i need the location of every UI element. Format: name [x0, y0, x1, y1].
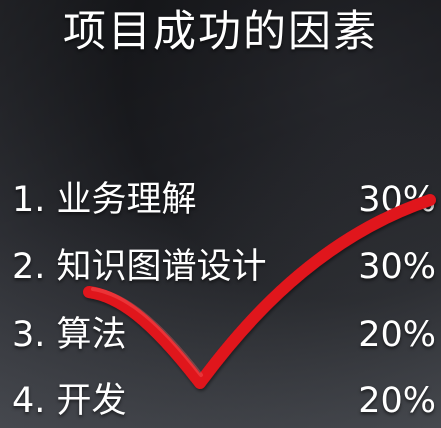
factor-label: 2. 知识图谱设计	[12, 247, 267, 287]
factor-row-algorithm: 3. 算法 20%	[0, 310, 441, 360]
slide-title: 项目成功的因素	[63, 7, 378, 57]
factor-percent: 20%	[358, 381, 436, 421]
factor-row-business: 1. 业务理解 30%	[0, 175, 441, 225]
factor-row-knowledge-graph: 2. 知识图谱设计 30%	[0, 242, 441, 292]
factor-label: 4. 开发	[12, 381, 127, 421]
factor-percent: 30%	[358, 247, 436, 287]
factor-label: 1. 业务理解	[12, 180, 197, 220]
factor-percent: 20%	[358, 315, 436, 355]
factor-label: 3. 算法	[12, 315, 127, 355]
factor-row-development: 4. 开发 20%	[0, 376, 441, 426]
factor-percent: 30%	[358, 180, 436, 220]
